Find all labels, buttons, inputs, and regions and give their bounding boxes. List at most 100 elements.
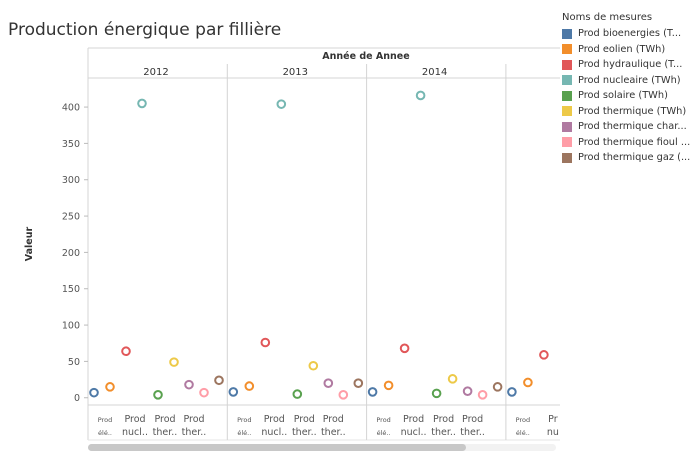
data-point [105, 382, 115, 392]
data-point [447, 374, 458, 384]
data-point [214, 375, 224, 386]
y-axis-label: Valeur [24, 226, 35, 261]
x-tick-label: Prod [516, 416, 530, 424]
data-point [323, 378, 334, 389]
legend-swatch [562, 44, 572, 55]
legend-swatch [562, 137, 572, 148]
x-tick-label: élé.. [516, 429, 530, 437]
data-point [276, 99, 287, 109]
legend-label: Prod bioenergies (T... [578, 28, 682, 40]
legend-swatch [562, 106, 572, 117]
legend-item[interactable]: Prod thermique fioul ... [562, 135, 698, 151]
legend-item[interactable]: Prod nucleaire (TWh) [562, 73, 698, 89]
data-point [399, 343, 410, 354]
x-tick-label: Prod [294, 414, 315, 425]
legend-label: Prod thermique gaz (... [578, 152, 691, 164]
data-point [153, 390, 163, 400]
x-tick-label: Pr [548, 414, 558, 425]
panel-year-label: 2012 [143, 67, 168, 78]
y-tick-label: 250 [62, 212, 80, 223]
data-point [539, 350, 549, 360]
panel-year-label: 2014 [422, 67, 447, 78]
legend-swatch [562, 59, 572, 70]
y-tick-label: 100 [62, 321, 80, 332]
x-tick-label: Prod [264, 414, 285, 425]
x-tick-label: nucl.. [122, 427, 148, 438]
y-tick-label: 400 [62, 103, 80, 114]
legend-label: Prod hydraulique (T... [578, 59, 683, 71]
x-tick-label: élé.. [377, 429, 391, 437]
legend-label: Prod thermique (TWh) [578, 105, 687, 117]
x-tick-label: Prod [323, 414, 344, 425]
data-point [89, 387, 99, 398]
scrollbar-thumb[interactable] [88, 444, 466, 451]
x-tick-label: Prod [433, 414, 454, 425]
x-tick-label: Prod [183, 414, 204, 425]
data-point [415, 90, 426, 101]
data-point [383, 380, 394, 391]
data-point [228, 387, 239, 397]
x-tick-label: Prod [376, 416, 390, 424]
x-tick-label: Prod [124, 414, 145, 425]
chart-title: Production énergique par fillière [8, 20, 282, 40]
data-point [477, 390, 488, 400]
legend-item[interactable]: Prod thermique gaz (... [562, 150, 698, 166]
data-point [308, 360, 319, 371]
x-tick-label: nu [547, 427, 559, 438]
x-tick-label: Prod [154, 414, 175, 425]
data-point [492, 382, 503, 392]
y-tick-label: 0 [74, 393, 80, 404]
legend-item[interactable]: Prod solaire (TWh) [562, 88, 698, 104]
data-point [507, 387, 517, 397]
x-tick-label: ther.. [292, 427, 317, 438]
legend-item[interactable]: Prod hydraulique (T... [562, 57, 698, 73]
scatter-chart: Année de Annee Valeur 0 50 100 150 200 250 300 35… [24, 47, 560, 441]
data-point [431, 388, 442, 399]
data-point [184, 379, 194, 390]
x-tick-label: nucl.. [401, 427, 427, 438]
legend-label: Prod solaire (TWh) [578, 90, 668, 102]
x-tick-label: ther.. [153, 427, 178, 438]
x-tick-label: ther.. [182, 427, 207, 438]
legend-swatch [562, 152, 572, 163]
data-point [292, 389, 303, 399]
x-tick-label: ther.. [460, 427, 485, 438]
legend-swatch [562, 75, 572, 86]
data-point [169, 357, 179, 367]
legend-item[interactable]: Prod thermique (TWh) [562, 104, 698, 120]
column-header-label: Année de Annee [322, 51, 409, 62]
data-point [338, 390, 349, 400]
y-tick-label: 50 [68, 357, 80, 368]
y-tick-label: 300 [62, 175, 80, 186]
legend-item[interactable]: Prod bioenergies (T... [562, 26, 698, 42]
data-point [137, 98, 147, 109]
data-point [462, 386, 473, 396]
legend-label: Prod thermique fioul ... [578, 136, 691, 148]
horizontal-scrollbar[interactable] [88, 444, 556, 451]
legend-item[interactable]: Prod eolien (TWh) [562, 42, 698, 58]
x-tick-label: ther.. [321, 427, 346, 438]
y-tick-label: 350 [62, 139, 80, 150]
x-tick-label: ther.. [431, 427, 456, 438]
data-point [367, 387, 378, 397]
data-point [199, 387, 209, 398]
legend: Noms de mesures Prod bioenergies (T... Pr… [562, 12, 698, 166]
legend-label: Prod thermique char... [578, 121, 687, 133]
legend-title: Noms de mesures [562, 12, 653, 23]
panel-year-label: 2013 [283, 67, 308, 78]
data-point [353, 378, 364, 389]
x-tick-label: élé.. [237, 429, 251, 437]
legend-label: Prod eolien (TWh) [578, 43, 666, 55]
x-tick-label: Prod [403, 414, 424, 425]
y-tick-label: 200 [62, 248, 80, 259]
y-tick-label: 150 [62, 284, 80, 295]
data-point [523, 377, 533, 388]
x-tick-label: Prod [98, 416, 112, 424]
legend-swatch [562, 28, 572, 39]
x-tick-label: Prod [237, 416, 251, 424]
legend-item[interactable]: Prod thermique char... [562, 119, 698, 135]
x-tick-label: Prod [462, 414, 483, 425]
legend-swatch [562, 90, 572, 101]
data-point [121, 346, 131, 357]
legend-items: Prod bioenergies (T... Prod eolien (TWh) P… [562, 26, 698, 166]
